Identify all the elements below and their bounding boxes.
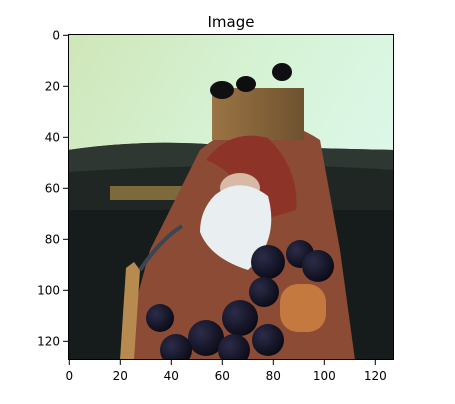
y-tick-label: 60	[45, 182, 60, 196]
x-tick-label: 0	[65, 369, 73, 383]
x-tick-labels: 0 20 40 60 80 100 120	[65, 369, 386, 383]
x-tick-label: 100	[313, 369, 336, 383]
y-tick-labels: 0 20 40 60 80 100 120	[37, 29, 60, 349]
plot-title: Image	[208, 13, 255, 31]
photo-santa-figurine	[68, 34, 394, 360]
y-tick-label: 80	[45, 233, 60, 247]
y-tick-label: 0	[52, 29, 60, 43]
y-tick-label: 20	[45, 80, 60, 94]
grape-cluster	[146, 240, 334, 360]
x-tick-label: 120	[364, 369, 387, 383]
x-tick-label: 60	[215, 369, 230, 383]
x-tick-label: 80	[266, 369, 281, 383]
y-tick-label: 40	[45, 131, 60, 145]
x-axis-ticks	[68, 360, 376, 365]
y-tick-label: 100	[37, 284, 60, 298]
x-tick-label: 40	[164, 369, 179, 383]
y-axis-ticks	[63, 34, 68, 342]
y-tick-label: 120	[37, 335, 60, 349]
x-tick-label: 20	[113, 369, 128, 383]
axes-frame	[68, 34, 394, 360]
